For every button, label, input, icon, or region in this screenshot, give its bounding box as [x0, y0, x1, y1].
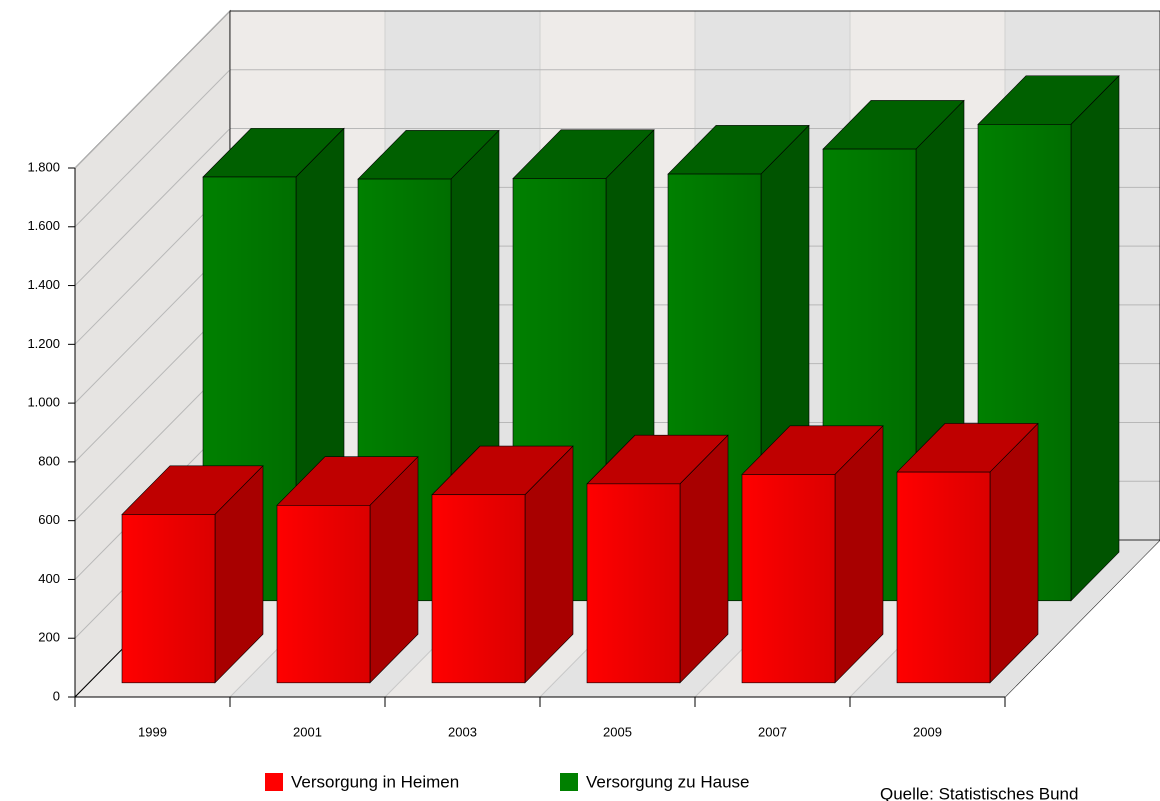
- y-tick-label: 200: [38, 630, 60, 645]
- y-tick-label: 1.200: [27, 336, 60, 351]
- bar: [276, 505, 371, 684]
- bar: [586, 483, 681, 684]
- bar: [896, 471, 991, 684]
- y-tick-label: 1.400: [27, 277, 60, 292]
- legend-swatch: [560, 773, 578, 791]
- legend-label: Versorgung zu Hause: [586, 772, 750, 791]
- bar: [431, 494, 526, 684]
- source-note: Quelle: Statistisches Bund: [880, 784, 1078, 801]
- x-tick-label: 2003: [448, 724, 477, 739]
- y-tick-label: 600: [38, 512, 60, 527]
- bar: [741, 474, 836, 684]
- legend-swatch: [265, 773, 283, 791]
- y-tick-label: 1.600: [27, 218, 60, 233]
- x-tick-label: 2009: [913, 724, 942, 739]
- x-tick-label: 2005: [603, 724, 632, 739]
- legend-label: Versorgung in Heimen: [291, 772, 459, 791]
- y-tick-label: 800: [38, 453, 60, 468]
- bar: [121, 514, 216, 684]
- x-tick-label: 1999: [138, 724, 167, 739]
- y-tick-label: 400: [38, 571, 60, 586]
- y-tick-label: 0: [53, 688, 60, 703]
- y-tick-label: 1.000: [27, 395, 60, 410]
- y-tick-label: 1.800: [27, 159, 60, 174]
- x-tick-label: 2007: [758, 724, 787, 739]
- x-tick-label: 2001: [293, 724, 322, 739]
- bar-side: [1070, 75, 1120, 602]
